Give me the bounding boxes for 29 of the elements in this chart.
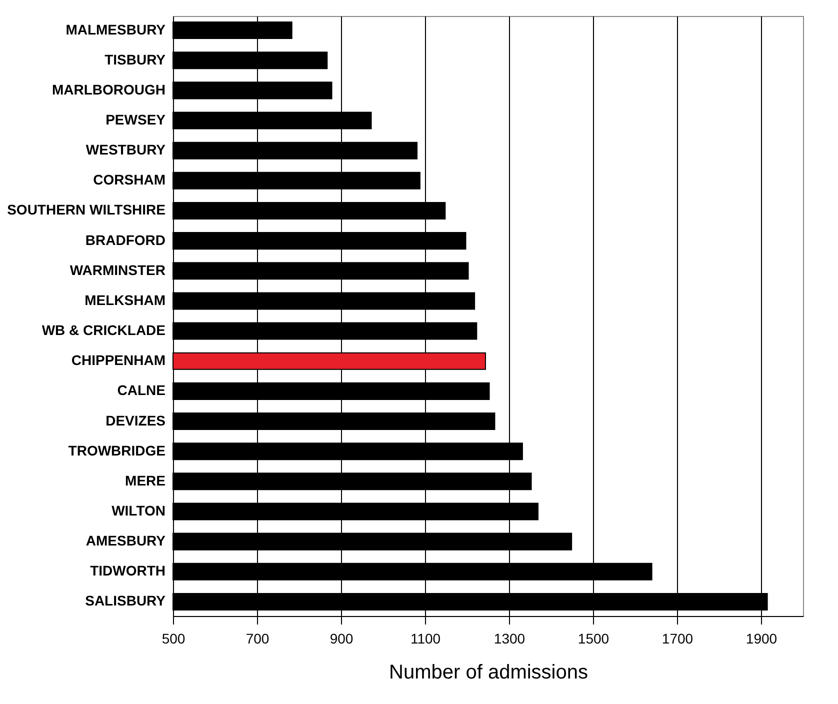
x-tick-label: 1700: [662, 630, 694, 646]
y-tick-label: WARMINSTER: [70, 262, 166, 278]
x-tick-label: 900: [330, 630, 354, 646]
y-tick-label: WESTBURY: [86, 142, 166, 158]
y-tick-label: CALNE: [117, 382, 166, 398]
x-tick-label: 1300: [494, 630, 526, 646]
y-tick-label: CORSHAM: [93, 172, 166, 188]
y-tick-label: MELKSHAM: [84, 292, 166, 308]
y-tick-label: MALMESBURY: [66, 21, 166, 38]
y-tick-label: SALISBURY: [85, 592, 166, 609]
y-tick-label: DEVIZES: [106, 412, 166, 428]
y-tick-label: WB & CRICKLADE: [42, 322, 166, 338]
y-tick-label: CHIPPENHAM: [71, 352, 166, 368]
y-tick-label: TISBURY: [104, 51, 166, 68]
x-tick-label: 1100: [410, 630, 441, 646]
y-tick-label: AMESBURY: [86, 532, 166, 549]
y-tick-label: MERE: [125, 472, 166, 488]
x-tick-label: 1500: [578, 630, 610, 646]
y-tick-label: TIDWORTH: [90, 562, 166, 579]
y-tick-label: PEWSEY: [106, 112, 166, 128]
y-tick-label: SOUTHERN WILTSHIRE: [7, 202, 166, 218]
y-tick-label: WILTON: [112, 502, 166, 518]
y-tick-label: BRADFORD: [85, 232, 166, 248]
x-tick-label: 700: [246, 630, 270, 646]
y-tick-label: TROWBRIDGE: [68, 442, 166, 458]
x-tick-label: 1900: [746, 630, 778, 646]
y-tick-label: MARLBOROUGH: [52, 81, 166, 98]
x-axis-title: Number of admissions: [389, 662, 588, 684]
x-tick-label: 500: [162, 630, 186, 646]
